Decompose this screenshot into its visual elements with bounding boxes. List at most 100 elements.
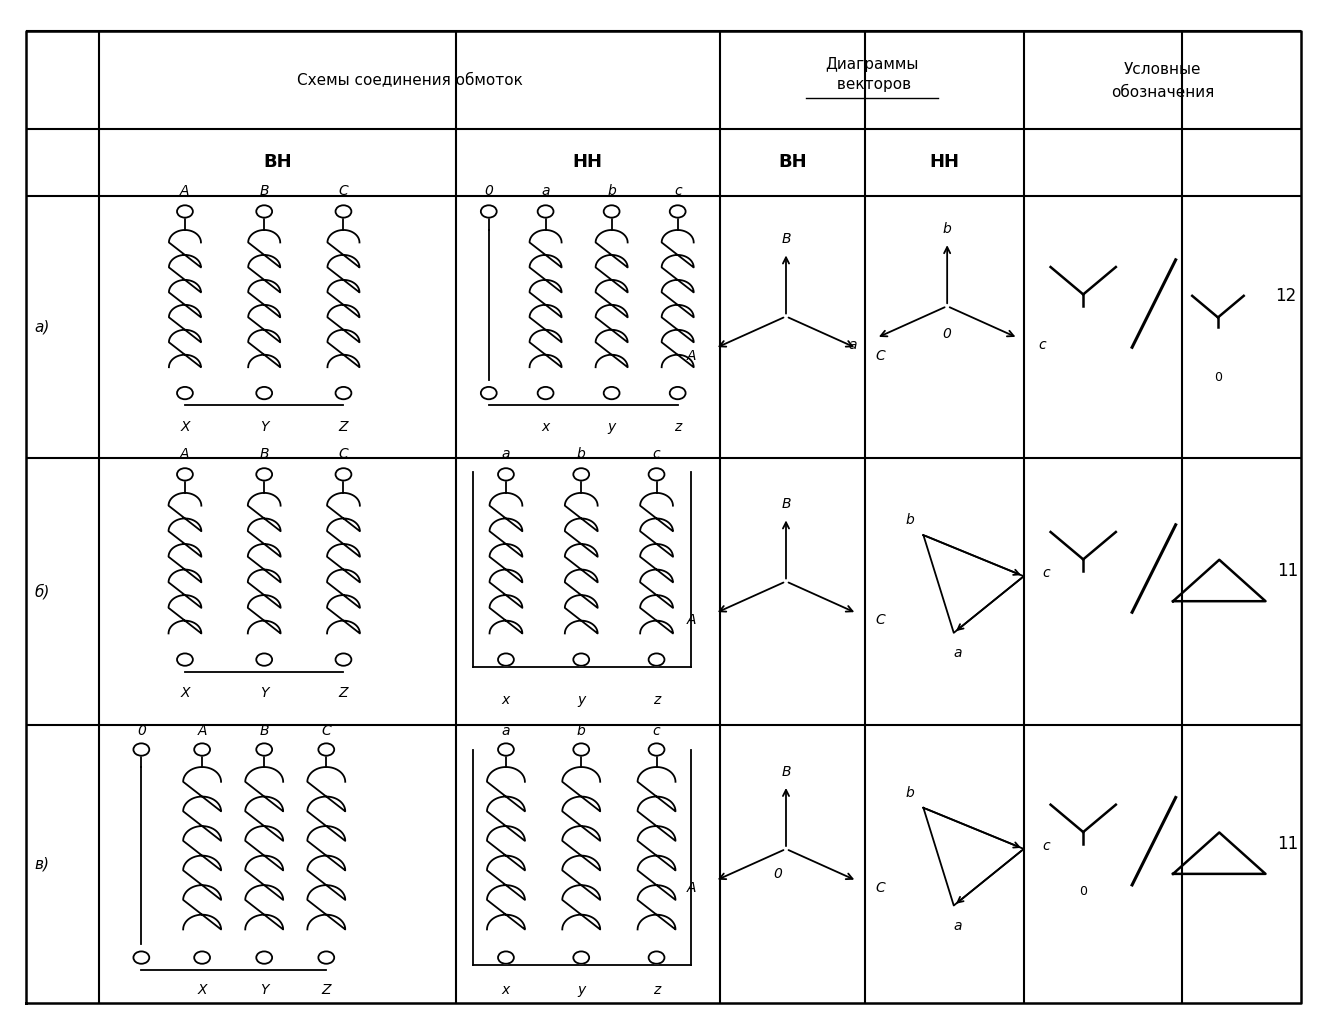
Text: Z: Z [338,420,349,434]
Text: a: a [848,339,857,352]
Circle shape [256,468,272,481]
Circle shape [670,206,686,217]
Text: 12: 12 [1275,287,1296,305]
Circle shape [649,743,664,755]
Text: z: z [674,420,682,434]
Text: обозначения: обозначения [1111,84,1214,100]
Text: C: C [338,184,349,198]
Text: B: B [259,447,269,461]
Circle shape [133,952,149,964]
Text: b: b [577,724,585,738]
Circle shape [649,468,664,481]
Circle shape [256,206,272,217]
Circle shape [573,653,589,666]
Text: b: b [608,184,616,198]
Circle shape [649,653,664,666]
Text: B: B [259,184,269,198]
Text: B: B [781,497,791,511]
Text: c: c [1038,339,1046,352]
Text: Y: Y [260,686,268,701]
Text: 0: 0 [943,326,951,341]
Text: B: B [781,765,791,779]
Circle shape [498,653,514,666]
Text: Y: Y [260,984,268,997]
Text: НН: НН [573,153,602,171]
Text: a: a [502,724,510,738]
Text: 0: 0 [1079,885,1087,898]
Text: ВН: ВН [263,153,292,171]
Text: b: b [906,512,914,527]
Text: z: z [653,984,660,997]
Circle shape [177,387,193,399]
Circle shape [573,468,589,481]
Text: x: x [542,420,550,434]
Text: b: b [943,222,951,236]
Text: в): в) [34,857,49,872]
Circle shape [318,743,334,755]
Text: x: x [502,984,510,997]
Text: Z: Z [338,686,349,701]
Circle shape [177,468,193,481]
Text: C: C [876,613,885,628]
Text: X: X [180,686,190,701]
Circle shape [177,206,193,217]
Text: C: C [876,881,885,895]
Circle shape [573,952,589,964]
Text: A: A [197,724,207,738]
Text: z: z [653,693,660,707]
Text: 0: 0 [485,184,493,198]
Text: X: X [180,420,190,434]
Circle shape [336,468,351,481]
Text: Схемы соединения обмоток: Схемы соединения обмоток [297,72,522,87]
Text: Z: Z [321,984,332,997]
Text: b: b [577,447,585,461]
Circle shape [498,468,514,481]
Text: 0: 0 [1214,370,1222,384]
Text: B: B [781,233,791,246]
Circle shape [194,952,210,964]
Text: y: y [577,984,585,997]
Circle shape [649,952,664,964]
Circle shape [336,206,351,217]
Text: A: A [687,881,696,895]
Text: 0: 0 [774,867,782,882]
Text: векторов: векторов [832,77,911,93]
Circle shape [256,952,272,964]
Text: ВН: ВН [778,153,807,171]
Circle shape [318,952,334,964]
Text: b: b [906,785,914,800]
Circle shape [481,387,497,399]
Text: y: y [577,693,585,707]
Circle shape [670,387,686,399]
Text: c: c [653,447,660,461]
Circle shape [481,206,497,217]
Text: A: A [687,613,696,628]
Text: Y: Y [260,420,268,434]
Text: X: X [197,984,207,997]
Text: c: c [674,184,682,198]
Circle shape [256,653,272,666]
Text: B: B [259,724,269,738]
Text: a: a [542,184,550,198]
Text: Диаграммы: Диаграммы [826,57,918,72]
Circle shape [336,387,351,399]
Text: c: c [1042,839,1050,853]
Circle shape [133,743,149,755]
Text: б): б) [34,583,50,600]
Text: a: a [954,646,962,661]
Text: x: x [502,693,510,707]
Circle shape [604,206,620,217]
Text: 11: 11 [1277,835,1299,853]
Circle shape [498,952,514,964]
Circle shape [498,743,514,755]
Text: a: a [502,447,510,461]
Text: а): а) [34,319,50,334]
Circle shape [336,653,351,666]
Text: C: C [876,349,885,362]
Text: A: A [180,447,190,461]
Text: A: A [687,349,696,362]
Circle shape [604,387,620,399]
Circle shape [256,387,272,399]
Circle shape [538,206,553,217]
Text: c: c [1042,566,1050,580]
